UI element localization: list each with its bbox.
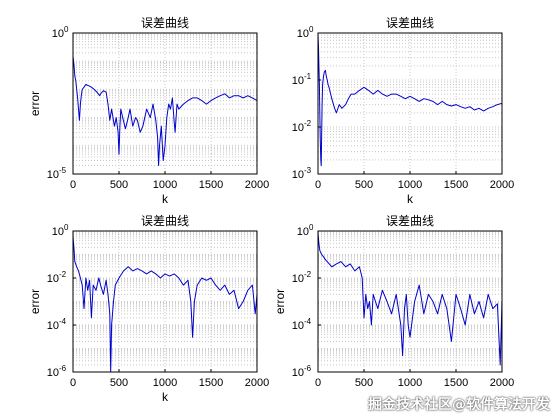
- error-series-line: [72, 236, 258, 373]
- x-tick-label: 1000: [153, 377, 177, 389]
- y-tick-label: 10: [292, 273, 304, 285]
- y-tick-exponent: -2: [304, 119, 312, 128]
- x-tick-label: 2000: [245, 377, 269, 389]
- x-axis-label: k: [162, 192, 169, 206]
- y-tick-exponent: 0: [309, 223, 314, 232]
- x-tick-label: 1500: [444, 377, 468, 389]
- y-tick-exponent: -2: [304, 270, 312, 279]
- x-tick-label: 500: [355, 377, 373, 389]
- watermark-text: 掘金技术社区@软件算法开发: [368, 397, 550, 413]
- x-tick-label: 2000: [490, 377, 514, 389]
- grid-lines: [73, 231, 257, 372]
- y-tick-exponent: -3: [304, 166, 312, 175]
- y-tick-label: 10: [292, 122, 304, 134]
- y-tick-exponent: -4: [304, 317, 312, 326]
- y-axis-label: error: [28, 289, 42, 314]
- y-tick-label: 10: [47, 367, 59, 379]
- y-tick-exponent: -1: [304, 72, 312, 81]
- x-tick-label: 1000: [398, 179, 422, 191]
- y-tick-exponent: -2: [59, 270, 67, 279]
- x-axis-label: k: [407, 192, 414, 206]
- y-tick-exponent: -4: [59, 317, 67, 326]
- y-tick-label: 10: [47, 169, 59, 181]
- y-tick-exponent: -6: [59, 364, 67, 373]
- x-tick-label: 500: [110, 179, 128, 191]
- y-tick-label: 10: [297, 28, 309, 40]
- x-tick-label: 1500: [444, 179, 468, 191]
- chart-title: 误差曲线: [141, 16, 189, 30]
- x-tick-label: 1000: [398, 377, 422, 389]
- grid-lines: [73, 33, 257, 174]
- error-series-line: [317, 233, 503, 366]
- y-tick-label: 10: [292, 367, 304, 379]
- y-axis-label: error: [28, 91, 42, 116]
- x-axis-label: k: [162, 390, 169, 404]
- grid-lines: [318, 33, 502, 174]
- error-series-line: [72, 56, 258, 166]
- x-tick-label: 1500: [199, 179, 223, 191]
- x-tick-label: 500: [355, 179, 373, 191]
- chart-title: 误差曲线: [386, 214, 434, 228]
- y-tick-label: 10: [52, 28, 64, 40]
- x-tick-label: 500: [110, 377, 128, 389]
- y-tick-label: 10: [52, 226, 64, 238]
- y-tick-label: 10: [297, 226, 309, 238]
- x-tick-label: 0: [315, 377, 321, 389]
- x-tick-label: 2000: [490, 179, 514, 191]
- x-tick-label: 1500: [199, 377, 223, 389]
- y-axis-label: error: [273, 289, 287, 314]
- y-tick-label: 10: [47, 273, 59, 285]
- error-series-line: [317, 35, 503, 167]
- y-tick-label: 10: [292, 75, 304, 87]
- y-tick-exponent: -6: [304, 364, 312, 373]
- y-tick-exponent: 0: [64, 25, 69, 34]
- y-tick-label: 10: [47, 320, 59, 332]
- chart-title: 误差曲线: [141, 214, 189, 228]
- x-tick-label: 0: [315, 179, 321, 191]
- y-tick-exponent: 0: [309, 25, 314, 34]
- chart-title: 误差曲线: [386, 16, 434, 30]
- x-tick-label: 0: [70, 179, 76, 191]
- y-tick-label: 10: [292, 320, 304, 332]
- y-tick-exponent: 0: [64, 223, 69, 232]
- x-tick-label: 2000: [245, 179, 269, 191]
- y-tick-label: 10: [292, 169, 304, 181]
- x-tick-label: 0: [70, 377, 76, 389]
- x-tick-label: 1000: [153, 179, 177, 191]
- y-tick-exponent: -5: [59, 166, 67, 175]
